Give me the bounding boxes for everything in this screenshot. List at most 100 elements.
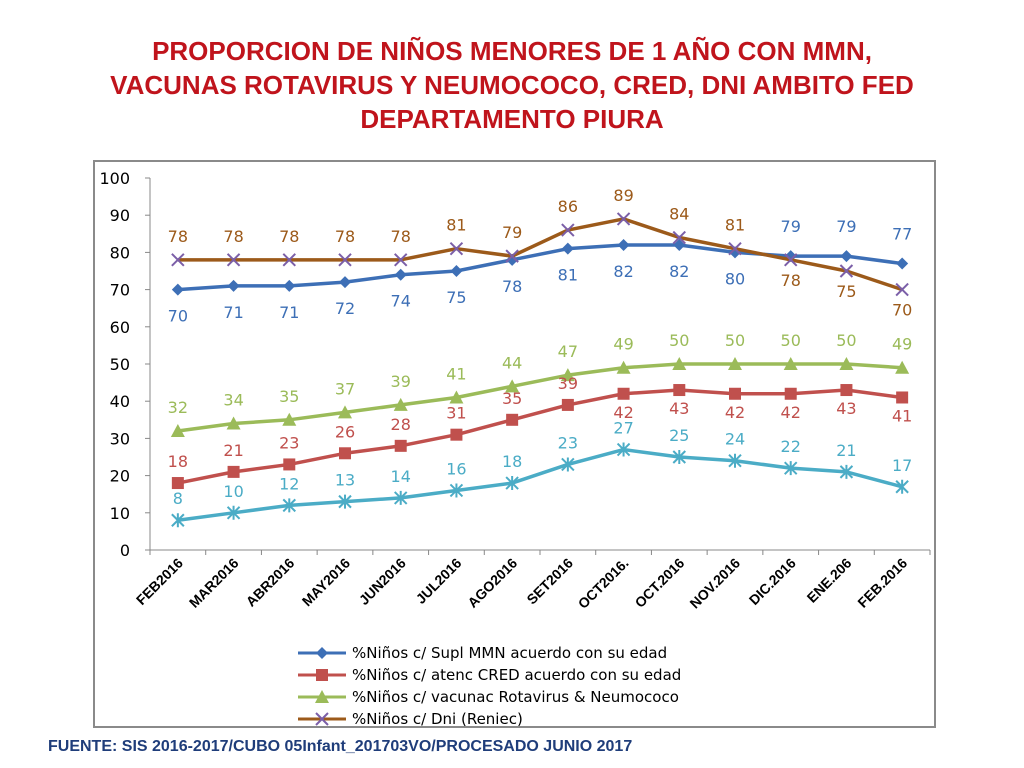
- data-label: 81: [558, 266, 578, 285]
- data-label: 42: [781, 403, 801, 422]
- data-label: 39: [558, 374, 578, 393]
- series-marker: [227, 465, 240, 478]
- data-label: 71: [223, 303, 243, 322]
- data-label: 42: [613, 403, 633, 422]
- data-label: 44: [502, 353, 522, 372]
- data-label: 41: [446, 364, 466, 383]
- data-label: 82: [669, 262, 689, 281]
- series-marker: [839, 464, 854, 479]
- y-tick-label: 50: [110, 355, 130, 374]
- series-marker: [449, 390, 464, 404]
- series-marker: [728, 357, 742, 370]
- series-marker: [226, 505, 241, 520]
- series-marker: [282, 412, 297, 426]
- data-label: 49: [892, 335, 912, 354]
- data-label: 78: [168, 227, 188, 246]
- y-tick-label: 70: [110, 281, 130, 300]
- data-label: 84: [669, 205, 689, 224]
- data-label: 23: [279, 433, 299, 452]
- data-label: 24: [725, 430, 745, 449]
- data-label: 82: [613, 262, 633, 281]
- series-marker: [450, 428, 463, 441]
- series-marker: [226, 253, 241, 267]
- data-label: 31: [446, 404, 466, 423]
- y-tick-label: 100: [99, 169, 130, 188]
- legend-swatch: [298, 712, 346, 726]
- legend-item: %Niños c/ Dni (Reniec): [298, 708, 681, 730]
- data-label: 26: [335, 422, 355, 441]
- legend-item: %Niños c/ vacunac Rotavirus & Neumococo: [298, 686, 681, 708]
- data-label: 74: [391, 292, 411, 311]
- title-line-2: VACUNAS ROTAVIRUS Y NEUMOCOCO, CRED, DNI…: [110, 70, 914, 100]
- data-label: 42: [725, 403, 745, 422]
- series-marker: [839, 357, 854, 370]
- y-tick-label: 30: [110, 429, 130, 448]
- series-marker: [394, 253, 408, 267]
- x-tick-label: OCT.2016: [632, 555, 688, 611]
- data-label: 78: [223, 227, 243, 246]
- data-label: 81: [725, 216, 745, 235]
- series-line: [177, 388, 903, 485]
- data-label: 14: [391, 467, 411, 486]
- data-label: 35: [279, 387, 299, 406]
- data-label: 43: [836, 399, 856, 418]
- data-label: 50: [725, 331, 745, 350]
- y-tick-label: 20: [110, 467, 130, 486]
- data-label: 79: [781, 217, 801, 236]
- series-marker: [171, 253, 185, 267]
- legend-marker: [316, 647, 328, 659]
- data-label: 18: [168, 452, 188, 471]
- series-line: [177, 243, 903, 292]
- series-marker: [283, 279, 296, 292]
- series-marker: [393, 397, 408, 411]
- data-label: 78: [335, 227, 355, 246]
- series-marker: [170, 423, 185, 437]
- data-label: 79: [502, 223, 522, 242]
- series-marker: [394, 439, 407, 452]
- x-tick-label: MAY2016: [299, 555, 354, 610]
- data-label: 75: [836, 282, 856, 301]
- series-marker: [450, 265, 463, 277]
- x-tick-label: SET2016: [523, 555, 576, 608]
- data-label: 78: [391, 227, 411, 246]
- data-label: 21: [836, 441, 856, 460]
- legend-label: %Niños c/ Supl MMN acuerdo con su edad: [352, 644, 668, 662]
- legend-marker: [316, 669, 328, 681]
- series-marker: [783, 357, 798, 370]
- series-marker: [338, 405, 352, 419]
- series-marker: [171, 283, 184, 296]
- series-marker: [728, 241, 742, 256]
- series-marker: [283, 458, 296, 471]
- data-label: 80: [725, 269, 745, 288]
- data-label: 89: [613, 186, 633, 205]
- series-marker: [784, 461, 798, 476]
- y-tick-label: 10: [110, 504, 130, 523]
- data-label: 25: [669, 426, 689, 445]
- series-marker: [616, 360, 631, 374]
- series-marker: [282, 498, 296, 513]
- series-marker: [839, 264, 854, 278]
- series-marker: [505, 379, 520, 393]
- series-marker: [895, 479, 909, 494]
- series-marker: [616, 212, 631, 226]
- data-label: 17: [892, 456, 912, 475]
- data-label: 70: [892, 301, 912, 320]
- data-label: 49: [613, 335, 633, 354]
- legend-label: %Niños c/ atenc CRED acuerdo con su edad: [352, 666, 682, 684]
- data-label: 35: [502, 389, 522, 408]
- series-marker: [728, 453, 742, 468]
- series-marker: [171, 513, 185, 528]
- series-marker: [617, 238, 630, 251]
- data-label: 27: [613, 419, 633, 438]
- legend-marker: [315, 690, 329, 703]
- data-label: 8: [173, 489, 183, 508]
- data-label: 79: [836, 217, 856, 236]
- series-line: [177, 362, 903, 433]
- series-marker: [449, 483, 464, 498]
- legend-swatch: [298, 669, 346, 681]
- data-label: 13: [335, 471, 355, 490]
- series-marker: [226, 416, 241, 430]
- series-marker: [673, 238, 686, 251]
- series-marker: [506, 253, 519, 266]
- data-label: 50: [836, 331, 856, 350]
